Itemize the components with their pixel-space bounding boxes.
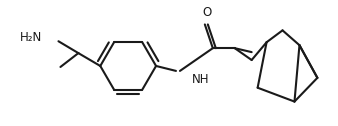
Text: O: O: [202, 6, 212, 19]
Text: H₂N: H₂N: [20, 31, 42, 44]
Text: NH: NH: [192, 73, 210, 86]
